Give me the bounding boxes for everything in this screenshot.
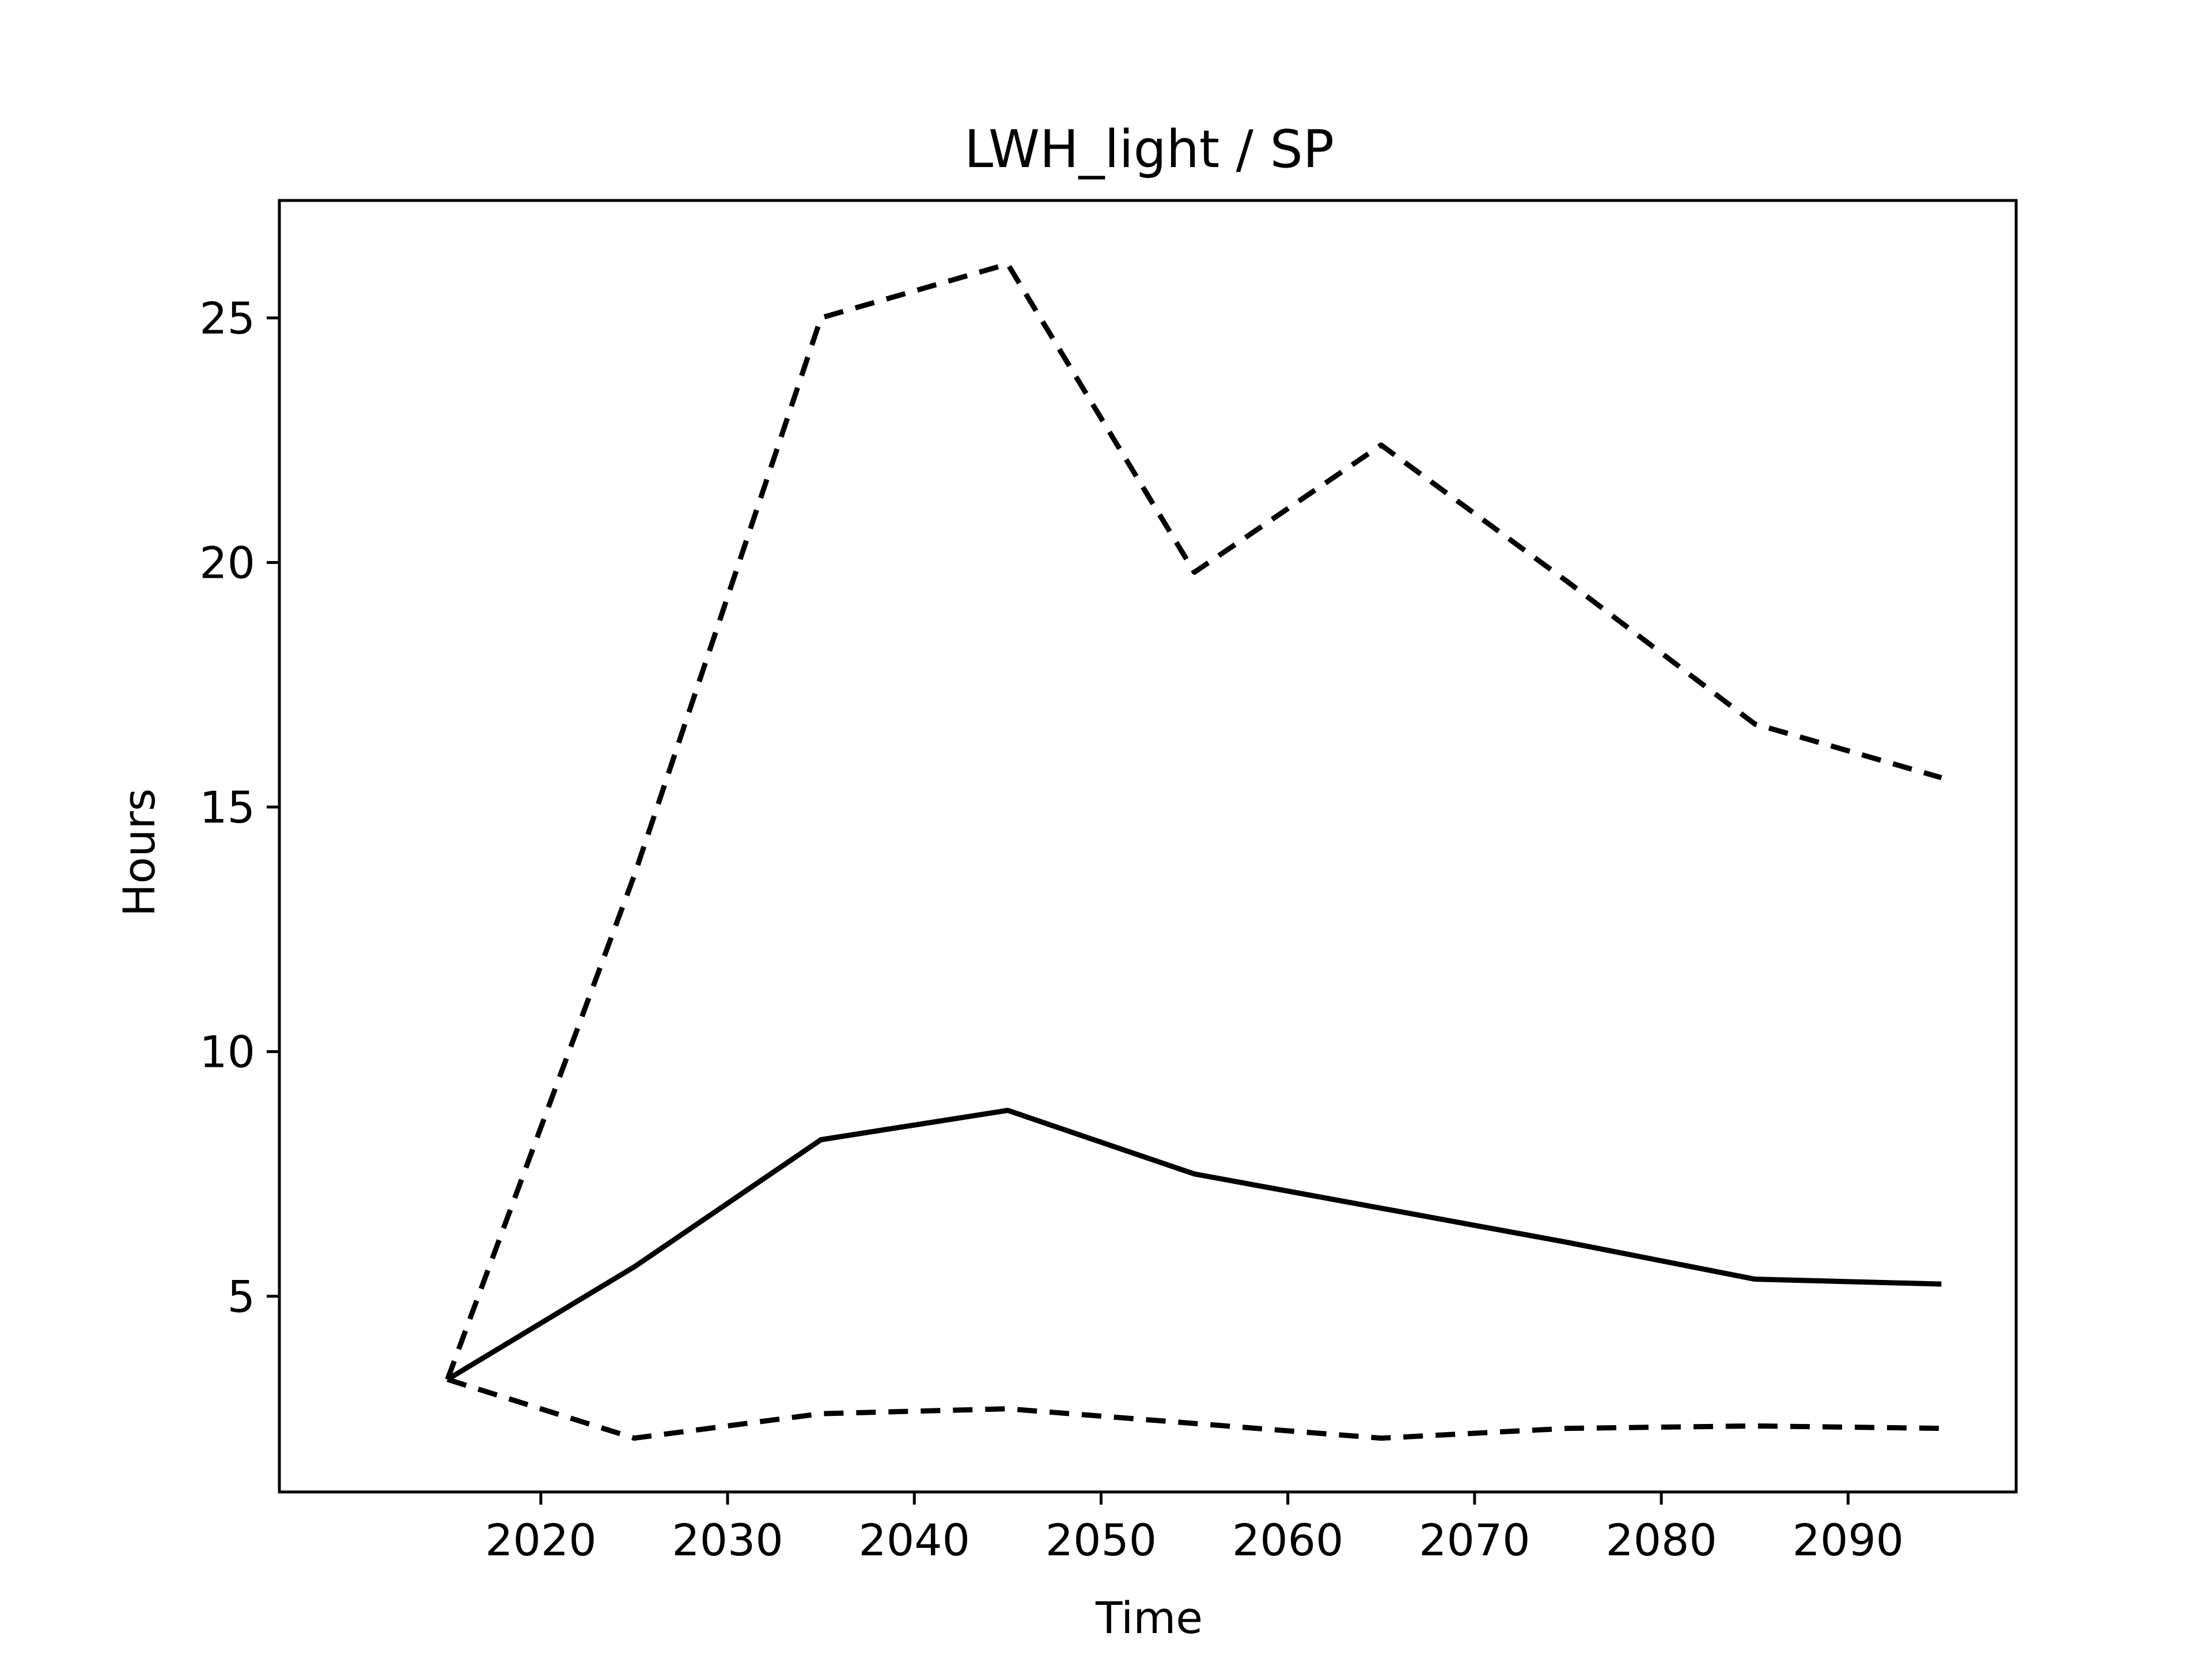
x-axis-label: Time (1095, 1592, 1203, 1643)
y-tick-label: 10 (199, 1027, 255, 1078)
x-tick-label: 2030 (672, 1514, 783, 1566)
y-axis-label: Hours (113, 789, 165, 917)
solid-series-line-2 (446, 1108, 1942, 1382)
x-tick-label: 2070 (1419, 1514, 1530, 1566)
x-tick-label: 2040 (859, 1514, 970, 1566)
y-tick-label: 5 (228, 1271, 255, 1322)
series-layer (445, 261, 1942, 1441)
y-tick-label: 20 (199, 537, 255, 588)
plot-area-frame (278, 199, 2018, 1494)
x-tick-label: 2020 (485, 1514, 596, 1566)
chart-title: LWH_light / SP (964, 119, 1334, 180)
x-tick-label: 2080 (1605, 1514, 1717, 1566)
dashed-series-line-3 (446, 1377, 1942, 1441)
y-tick-label: 15 (199, 782, 255, 833)
y-axis: 5 10 15 20 25 (199, 293, 279, 1322)
x-axis: 2020 2030 2040 2050 2060 2070 2080 2090 (485, 1492, 1904, 1566)
x-tick-label: 2060 (1232, 1514, 1343, 1566)
y-tick-label: 25 (199, 293, 255, 344)
x-tick-label: 2090 (1793, 1514, 1904, 1566)
x-tick-label: 2050 (1046, 1514, 1157, 1566)
dashed-series-line-1 (445, 261, 1942, 1381)
